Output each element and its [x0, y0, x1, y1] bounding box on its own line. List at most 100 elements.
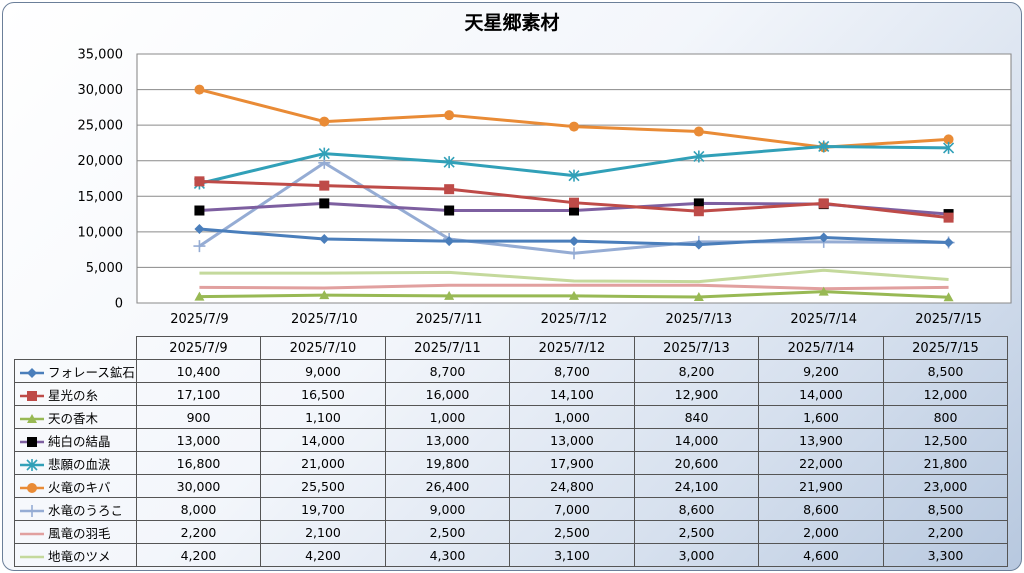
table-cell: 16,000	[385, 382, 510, 406]
table-body: フォレース鉱石 10,400 9,000 8,700 8,700 8,200 9,200 8,…	[14, 359, 1008, 567]
data-point	[194, 224, 205, 235]
table-row: 純白の結晶 13,000 14,000 13,000 13,000 14,000 13,90…	[14, 428, 1008, 452]
series-name: 火竜のキバ	[48, 479, 111, 495]
table-row: 火竜のキバ 30,000 25,500 26,400 24,800 24,100 21,90…	[14, 474, 1008, 498]
series-line	[199, 268, 949, 284]
table-cell: 840	[634, 405, 759, 429]
legend-entry: 天の香木	[14, 405, 137, 429]
series-name: 純白の結晶	[48, 433, 111, 449]
data-point	[27, 483, 37, 493]
table-cell: 2,500	[634, 520, 759, 544]
x-tick-label: 2025/7/10	[291, 312, 358, 327]
data-point	[26, 459, 38, 471]
data-point	[818, 140, 830, 153]
table-cell: 26,400	[385, 474, 510, 498]
table-cell: 12,500	[883, 428, 1008, 452]
data-point	[569, 236, 579, 247]
data-point	[943, 237, 954, 248]
y-tick-label: 15,000	[78, 190, 124, 205]
table-cell: 3,300	[883, 543, 1008, 567]
table-cell: 14,000	[758, 382, 884, 406]
data-point	[319, 180, 330, 191]
data-point	[818, 286, 829, 296]
series-星光の糸	[194, 176, 954, 223]
data-point	[693, 292, 704, 302]
data-point	[193, 240, 206, 253]
data-point	[27, 391, 37, 401]
legend-key	[19, 436, 45, 448]
table-cell: 17,100	[136, 382, 261, 406]
table-date-header: 2025/7/15	[883, 336, 1008, 360]
legend-entry: 火竜のキバ	[14, 474, 137, 498]
table-cell: 8,600	[758, 497, 884, 521]
series-name: 悲願の血涙	[48, 456, 111, 472]
table-cell: 1,600	[758, 405, 884, 429]
data-point	[319, 290, 330, 300]
data-point	[319, 233, 330, 244]
legend-key	[19, 528, 45, 540]
table-date-header: 2025/7/12	[509, 336, 635, 360]
legend-entry: 悲願の血涙	[14, 451, 137, 475]
table-cell: 8,500	[883, 359, 1008, 383]
data-point	[194, 84, 205, 95]
table-cell: 13,000	[509, 428, 635, 452]
series-name: 星光の糸	[48, 387, 99, 403]
data-point	[818, 198, 829, 209]
data-point	[194, 291, 205, 301]
table-cell: 9,200	[758, 359, 884, 383]
table-cell: 800	[883, 405, 1008, 429]
data-point	[194, 205, 205, 216]
legend-key	[19, 459, 45, 471]
legend-key	[19, 551, 45, 563]
data-point	[943, 292, 954, 302]
table-cell: 24,100	[634, 474, 759, 498]
legend-entry: 風竜の羽毛	[14, 520, 137, 544]
data-point	[943, 212, 954, 223]
table-cell: 9,000	[385, 497, 510, 521]
y-tick-label: 0	[115, 297, 123, 312]
data-point	[444, 184, 455, 195]
table-cell: 8,600	[634, 497, 759, 521]
table-date-header: 2025/7/11	[385, 336, 510, 360]
data-point	[693, 198, 704, 209]
x-tick-label: 2025/7/12	[541, 312, 608, 327]
data-point	[568, 247, 580, 260]
legend-key	[19, 367, 45, 379]
table-cell: 8,200	[634, 359, 759, 383]
table-cell: 13,900	[758, 428, 884, 452]
table-cell: 12,000	[883, 382, 1008, 406]
table-date-header: 2025/7/13	[634, 336, 759, 360]
legend-entry: 純白の結晶	[14, 428, 137, 452]
legend-key	[19, 413, 45, 425]
series-name: フォレース鉱石	[48, 364, 135, 380]
table-cell: 1,000	[385, 405, 510, 429]
data-point	[443, 156, 455, 169]
table-cell: 13,000	[136, 428, 261, 452]
table-cell: 13,000	[385, 428, 510, 452]
y-tick-label: 25,000	[78, 119, 124, 134]
legend-entry: 地竜のツメ	[14, 543, 137, 567]
data-point	[693, 239, 704, 250]
legend-entry: 星光の糸	[14, 382, 137, 406]
table-row: フォレース鉱石 10,400 9,000 8,700 8,700 8,200 9,200 8,…	[14, 359, 1008, 383]
data-point	[444, 205, 455, 216]
data-point	[693, 206, 704, 217]
table-cell: 16,800	[136, 451, 261, 475]
data-point	[27, 414, 37, 423]
data-point	[693, 150, 705, 163]
legend-entry: 水竜のうろこ	[14, 497, 137, 521]
table-cell: 20,600	[634, 451, 759, 475]
table-cell: 19,800	[385, 451, 510, 475]
data-point	[693, 126, 704, 137]
legend-key	[19, 390, 45, 402]
series-悲願の血涙	[193, 140, 955, 190]
data-point	[319, 116, 330, 127]
table-cell: 4,300	[385, 543, 510, 567]
data-point	[569, 290, 579, 300]
data-point	[319, 198, 330, 209]
table-corner	[15, 337, 137, 360]
data-point	[568, 169, 580, 182]
table-row: 水竜のうろこ 8,000 19,700 9,000 7,000 8,600 8,600 8,5…	[14, 497, 1008, 521]
data-point	[943, 141, 955, 154]
table-cell: 2,500	[509, 520, 635, 544]
